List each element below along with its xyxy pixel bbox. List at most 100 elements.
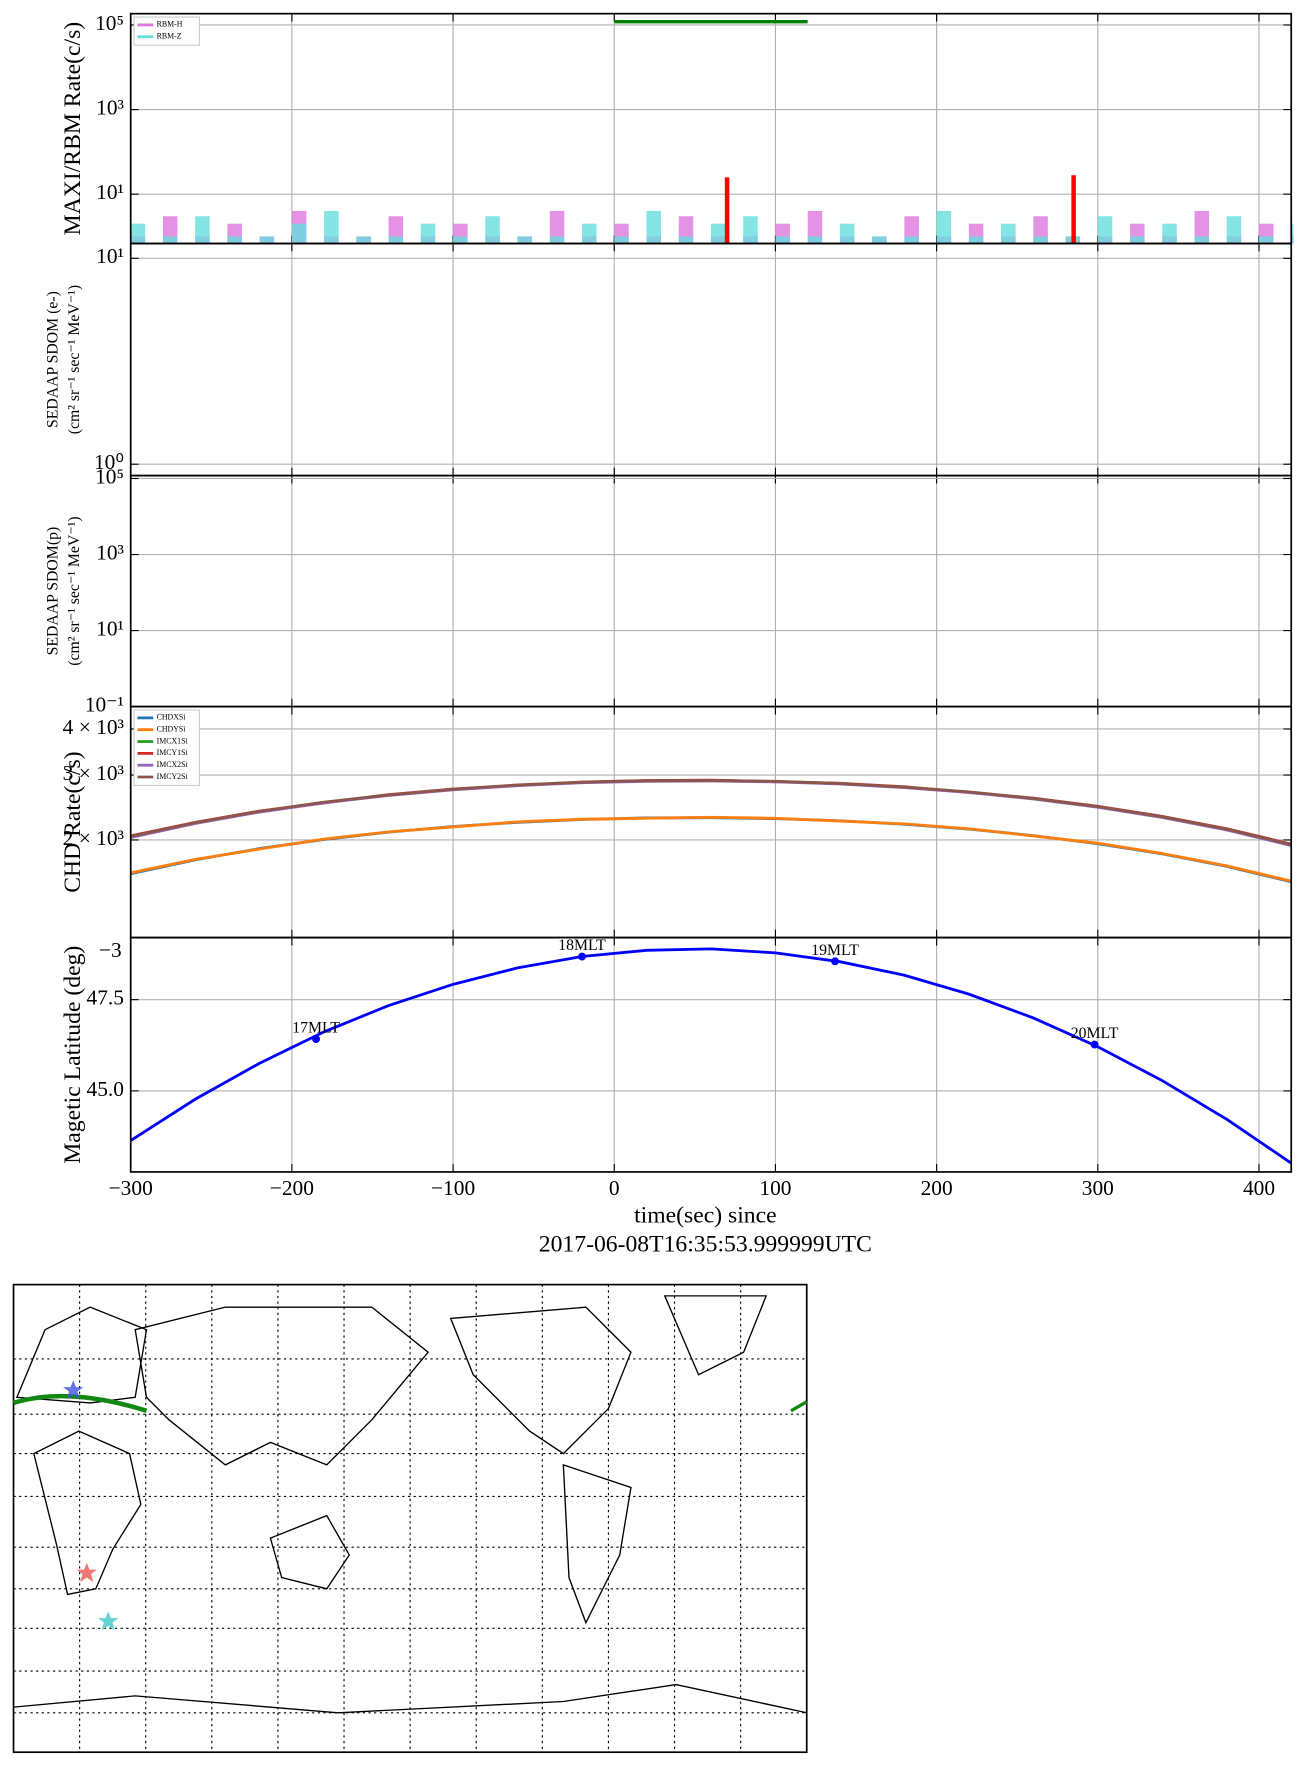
star-marker: [63, 1380, 84, 1400]
legend-label: IMCX2Si: [157, 760, 189, 769]
step-bar: [807, 236, 823, 244]
y-axis-label: Magetic Latitude (deg): [60, 946, 86, 1164]
legend-label: IMCY1Si: [157, 748, 189, 757]
step-bar: [549, 236, 565, 244]
point-label: 19MLT: [811, 942, 859, 959]
y-tick-label: 3 × 10³: [63, 761, 124, 785]
axes-frame: [129, 242, 1293, 477]
step-bar: [1194, 210, 1210, 244]
y-tick-label: 10³: [96, 540, 124, 564]
axes-frame: [129, 705, 1293, 939]
axes-frame: [129, 936, 1293, 1173]
step-bar: [549, 210, 565, 244]
y-tick-label: 10¹: [96, 180, 124, 204]
coastline: [134, 1306, 430, 1466]
x-axis-label: 2017-06-08T16:35:53.999999UTC: [539, 1232, 872, 1258]
step-bar: [582, 223, 597, 244]
step-bar: [614, 236, 629, 244]
step-bar: [324, 210, 339, 244]
coastline: [33, 1430, 142, 1596]
y-axis-label: SEDAAP SDOM (e-): [45, 291, 62, 428]
coastline: [15, 1306, 148, 1404]
y-tick-label: 47.5: [87, 986, 124, 1010]
series-line: [130, 779, 1292, 847]
step-bar: [1130, 236, 1145, 244]
star-marker: [98, 1611, 119, 1631]
point-label: 18MLT: [558, 937, 606, 954]
step-bar: [227, 236, 242, 244]
x-tick-label: 200: [921, 1176, 953, 1200]
point: [312, 1035, 321, 1044]
step-bar: [1226, 216, 1242, 244]
step-bar: [968, 236, 984, 244]
legend-label: RBM-Z: [157, 32, 182, 41]
panel: 10⁰ 10¹ SEDAAP SDOM (e-) (cm² sr⁻¹ sec⁻¹ Me…: [45, 242, 1293, 477]
step-bar: [646, 210, 661, 244]
axes-frame: [129, 12, 1293, 245]
step-bar: [259, 236, 275, 244]
series-line: [130, 778, 1292, 846]
coastline: [663, 1295, 768, 1376]
coastline: [562, 1463, 632, 1625]
x-tick-label: 0: [609, 1176, 620, 1200]
step-bar: [678, 236, 694, 244]
y-tick-label: 2 × 10³: [63, 826, 124, 850]
step-bar: [517, 236, 533, 244]
panel: 10¹ 10³ 10⁵ MAXI/RBM Rate(c/s) RBM-H RBM-Z: [60, 11, 1294, 245]
step-bar: [420, 223, 436, 244]
y-axis-label: MAXI/RBM Rate(c/s): [60, 22, 86, 236]
step-bar: [356, 236, 371, 244]
step-bar: [1258, 236, 1274, 244]
step-bar: [162, 236, 178, 244]
step-bar: [743, 216, 758, 244]
y-tick-label: 45.0: [87, 1077, 124, 1101]
step-bar: [130, 223, 146, 244]
step-bar: [807, 210, 823, 244]
panel: −300 −200 −100 0 100 200 300 400 45.0 47.5 −3 Maget…: [60, 936, 1293, 1258]
coastline: [269, 1514, 351, 1590]
y-tick-label: 10³: [96, 95, 124, 119]
step-bar: [839, 223, 855, 244]
step-bar: [1291, 223, 1294, 244]
y-tick-label: 10¹: [96, 616, 124, 640]
step-bar: [1033, 236, 1048, 244]
x-tick-label: 400: [1243, 1176, 1275, 1200]
legend-box: [133, 709, 200, 787]
y-tick-label: 4 × 10³: [63, 715, 124, 739]
panel: 10⁻¹ 10¹ 10³ 10⁵ SEDAAP SDOM(p) (cm² sr⁻¹ sec…: [45, 464, 1293, 717]
y-tick-label: 10⁵: [95, 11, 124, 35]
axes-frame: [129, 474, 1293, 708]
x-tick-label: −300: [109, 1176, 153, 1200]
legend-box: [133, 16, 200, 46]
series-line: [129, 947, 1293, 1165]
y-tick-label: 10⁻¹: [85, 693, 124, 717]
world-map: [12, 1283, 808, 1754]
legend-label: CHDXSi: [157, 713, 187, 722]
step-bar: [291, 223, 307, 244]
step-bar: [195, 216, 210, 244]
y-axis-label: (cm² sr⁻¹ sec⁻¹ MeV⁻¹): [66, 516, 83, 665]
coastline: [13, 1683, 807, 1714]
step-bar: [936, 210, 952, 244]
step-bar: [1001, 223, 1016, 244]
step-bar: [1162, 223, 1177, 244]
x-tick-label: 100: [759, 1176, 791, 1200]
x-tick-label: −200: [270, 1176, 314, 1200]
point-label: 20MLT: [1071, 1025, 1119, 1042]
orbit-track: [12, 1393, 148, 1413]
y-tick-label: 10⁰: [94, 450, 124, 474]
x-tick-label: 300: [1082, 1176, 1114, 1200]
point: [1090, 1040, 1099, 1049]
step-bar: [388, 236, 404, 244]
y-tick-label: 10⁵: [95, 464, 124, 488]
series-line: [130, 778, 1292, 846]
step-bar: [775, 236, 790, 244]
map-graticule: [13, 1284, 807, 1753]
step-bar: [1097, 216, 1113, 244]
step-bar: [904, 236, 919, 244]
point: [578, 952, 586, 961]
legend-label: RBM-H: [157, 20, 183, 29]
legend-label: CHDYSi: [157, 725, 187, 734]
axis-offset-text: −3: [99, 938, 122, 962]
